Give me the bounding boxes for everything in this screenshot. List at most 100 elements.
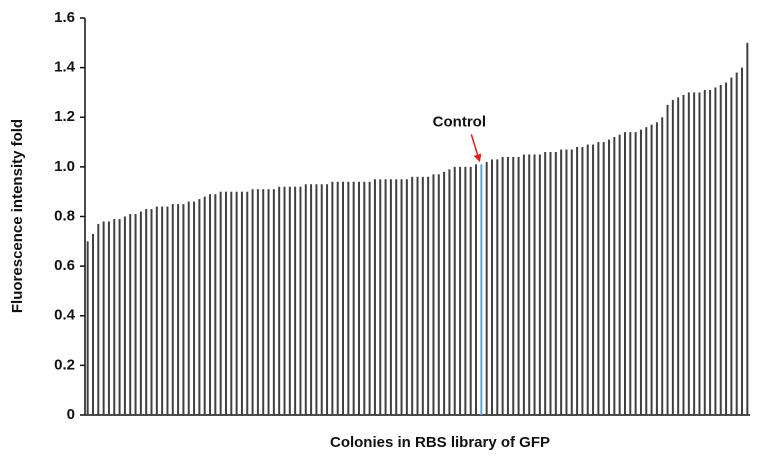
bar — [650, 124, 653, 415]
bar — [741, 67, 744, 415]
bar — [490, 159, 493, 415]
bar — [209, 194, 212, 415]
bar — [432, 174, 435, 415]
bar — [331, 181, 334, 415]
bar — [150, 209, 153, 415]
bar — [113, 218, 116, 415]
bar — [97, 223, 100, 415]
bar — [746, 42, 749, 415]
bar — [608, 139, 611, 416]
bar — [246, 191, 249, 415]
bar — [522, 154, 525, 415]
y-tick-label: 0.2 — [54, 356, 75, 373]
y-tick-label: 1.6 — [54, 9, 75, 26]
bar — [725, 82, 728, 415]
bar — [187, 201, 190, 415]
bar — [251, 189, 254, 415]
bar — [687, 92, 690, 415]
bar — [560, 149, 563, 415]
bar — [639, 129, 642, 415]
bar — [161, 206, 164, 415]
bar — [272, 189, 275, 415]
bar — [693, 92, 696, 415]
y-tick-label: 0.4 — [54, 307, 76, 324]
bar — [671, 99, 674, 415]
bar — [347, 181, 350, 415]
bar — [102, 221, 105, 415]
bar — [538, 154, 541, 415]
bar — [586, 144, 589, 415]
bar — [171, 204, 174, 415]
bar — [235, 191, 238, 415]
bar — [310, 184, 313, 415]
bar — [107, 221, 110, 415]
bar — [315, 184, 318, 415]
bar — [267, 189, 270, 415]
bar — [634, 132, 637, 415]
bar — [193, 201, 196, 415]
y-tick-label: 0.8 — [54, 207, 75, 224]
bar — [629, 132, 632, 415]
bar — [177, 204, 180, 415]
bar — [480, 164, 483, 415]
bar — [134, 214, 137, 415]
bar — [714, 87, 717, 415]
y-tick-label: 0.6 — [54, 257, 75, 274]
bar — [299, 186, 302, 415]
bar — [565, 149, 568, 415]
bar — [145, 209, 148, 415]
bar — [661, 117, 664, 415]
bar — [645, 127, 648, 416]
bar — [400, 179, 403, 415]
bar — [342, 181, 345, 415]
bar — [373, 179, 376, 415]
bar — [288, 186, 291, 415]
bar — [512, 156, 515, 415]
bar — [304, 184, 307, 415]
bar — [581, 147, 584, 415]
bar — [613, 137, 616, 415]
bar — [655, 122, 658, 416]
bar — [730, 77, 733, 416]
bar — [155, 206, 158, 415]
bar — [182, 204, 185, 415]
bar — [485, 161, 488, 415]
bar — [262, 189, 265, 415]
bar — [735, 72, 738, 416]
bar — [224, 191, 227, 415]
bar — [86, 241, 89, 415]
bar — [618, 134, 621, 415]
bar — [698, 92, 701, 415]
bar — [326, 184, 329, 415]
bar — [357, 181, 360, 415]
bar — [427, 176, 430, 415]
bar — [320, 184, 323, 415]
bar — [198, 199, 201, 415]
bar — [464, 166, 467, 415]
bar — [623, 132, 626, 415]
bar — [437, 174, 440, 415]
bar — [139, 211, 142, 415]
bar — [517, 156, 520, 415]
bar — [549, 151, 552, 416]
y-tick-label: 1.2 — [54, 108, 75, 125]
bar — [475, 164, 478, 415]
bar — [448, 169, 451, 415]
bar — [352, 181, 355, 415]
bar — [719, 84, 722, 416]
bar — [453, 166, 456, 415]
annotation-label: Control — [433, 113, 486, 130]
y-tick-label: 1.4 — [54, 59, 76, 76]
bar — [554, 151, 557, 416]
bar — [214, 194, 217, 415]
y-tick-label: 0 — [67, 406, 75, 423]
bar — [709, 89, 712, 416]
bar — [405, 179, 408, 415]
bar — [294, 186, 297, 415]
bar — [528, 154, 531, 415]
bar — [682, 94, 685, 415]
bar — [421, 176, 424, 415]
bar — [576, 147, 579, 415]
bar — [703, 89, 706, 416]
